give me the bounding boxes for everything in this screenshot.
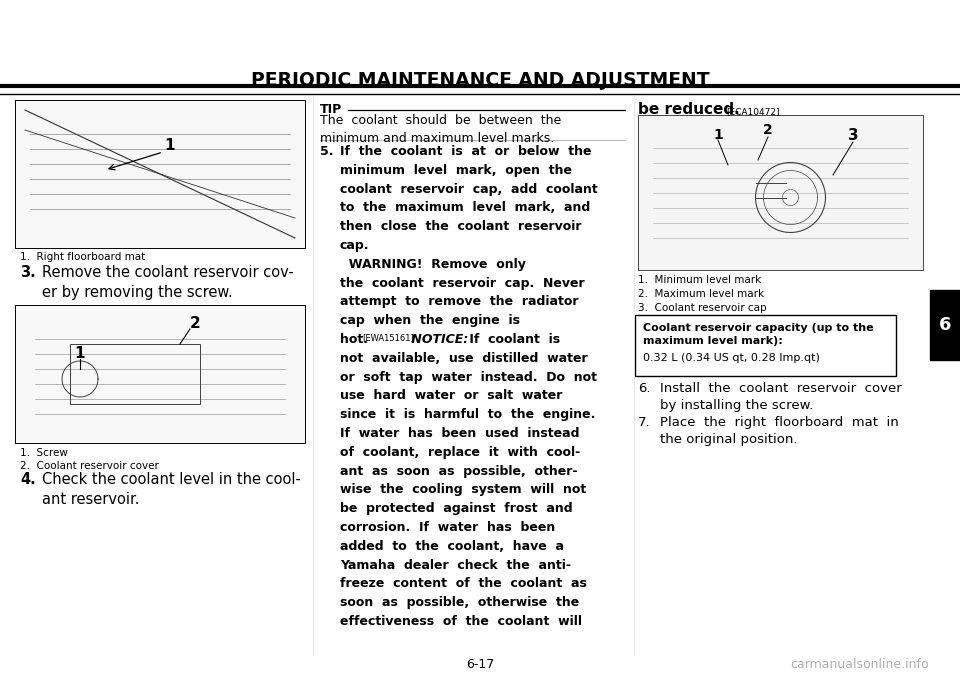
Text: use  hard  water  or  salt  water: use hard water or salt water [340,389,563,403]
Text: 4.: 4. [20,472,36,487]
Text: soon  as  possible,  otherwise  the: soon as possible, otherwise the [340,596,579,609]
Bar [70,344,200,404]
FancyBboxPatch shape [930,290,960,360]
Text: be reduced.: be reduced. [638,102,740,117]
Text: 2.  Maximum level mark: 2. Maximum level mark [638,289,764,299]
Text: freeze  content  of  the  coolant  as: freeze content of the coolant as [340,577,587,591]
FancyBboxPatch shape [15,100,305,248]
Text: [ECA10472]: [ECA10472] [726,107,780,116]
Text: 3: 3 [848,128,858,143]
Text: carmanualsonline.info: carmanualsonline.info [791,659,929,672]
Text: coolant  reservoir  cap,  add  coolant: coolant reservoir cap, add coolant [340,183,598,196]
Text: NOTICE:: NOTICE: [407,333,468,346]
Text: [EWA15161]: [EWA15161] [362,333,414,342]
Text: Coolant reservoir capacity (up to the
maximum level mark):: Coolant reservoir capacity (up to the ma… [643,323,874,346]
Text: ant  as  soon  as  possible,  other-: ant as soon as possible, other- [340,464,578,477]
Text: 1: 1 [713,128,723,142]
Text: Install  the  coolant  reservoir  cover
by installing the screw.: Install the coolant reservoir cover by i… [660,382,901,413]
Text: added  to  the  coolant,  have  a: added to the coolant, have a [340,540,564,553]
Text: WARNING!  Remove  only: WARNING! Remove only [340,258,526,271]
Text: 6: 6 [939,316,951,334]
Text: be  protected  against  frost  and: be protected against frost and [340,502,572,515]
Text: of  coolant,  replace  it  with  cool-: of coolant, replace it with cool- [340,446,580,459]
Text: Remove the coolant reservoir cov-
er by removing the screw.: Remove the coolant reservoir cov- er by … [42,265,294,300]
Text: 6.: 6. [638,382,651,395]
Text: the  coolant  reservoir  cap.  Never: the coolant reservoir cap. Never [340,276,585,290]
Text: Check the coolant level in the cool-
ant reservoir.: Check the coolant level in the cool- ant… [42,472,300,507]
Text: 3.  Coolant reservoir cap: 3. Coolant reservoir cap [638,303,767,313]
Text: 1: 1 [75,346,85,361]
Text: 3.: 3. [20,265,36,280]
FancyBboxPatch shape [15,305,305,443]
Text: since  it  is  harmful  to  the  engine.: since it is harmful to the engine. [340,408,595,421]
Text: effectiveness  of  the  coolant  will: effectiveness of the coolant will [340,615,582,628]
Text: wise  the  cooling  system  will  not: wise the cooling system will not [340,483,587,496]
Text: 2.  Coolant reservoir cover: 2. Coolant reservoir cover [20,461,158,471]
Text: 0.32 L (0.34 US qt, 0.28 Imp.qt): 0.32 L (0.34 US qt, 0.28 Imp.qt) [643,353,820,363]
Text: 2: 2 [190,316,201,331]
Text: TIP: TIP [320,103,343,116]
Text: 7.: 7. [638,416,651,429]
Text: The  coolant  should  be  between  the
minimum and maximum level marks.: The coolant should be between the minimu… [320,114,562,145]
Text: 1: 1 [165,138,176,153]
Text: to  the  maximum  level  mark,  and: to the maximum level mark, and [340,202,590,215]
Text: or  soft  tap  water  instead.  Do  not: or soft tap water instead. Do not [340,371,597,384]
Text: Yamaha  dealer  check  the  anti-: Yamaha dealer check the anti- [340,559,571,572]
Text: then  close  the  coolant  reservoir: then close the coolant reservoir [340,220,582,233]
FancyBboxPatch shape [638,115,923,270]
Text: 6-17: 6-17 [466,659,494,672]
Text: cap  when  the  engine  is: cap when the engine is [340,314,520,327]
Text: attempt  to  remove  the  radiator: attempt to remove the radiator [340,295,579,308]
Text: If  water  has  been  used  instead: If water has been used instead [340,427,580,440]
Text: PERIODIC MAINTENANCE AND ADJUSTMENT: PERIODIC MAINTENANCE AND ADJUSTMENT [251,71,709,90]
Text: 1.  Right floorboard mat: 1. Right floorboard mat [20,252,145,262]
Text: If  coolant  is: If coolant is [465,333,560,346]
Text: minimum  level  mark,  open  the: minimum level mark, open the [340,164,572,177]
Text: If  the  coolant  is  at  or  below  the: If the coolant is at or below the [340,145,591,158]
Text: cap.: cap. [340,239,370,252]
Text: 5.: 5. [320,145,333,158]
Text: 1.  Screw: 1. Screw [20,448,68,458]
Text: corrosion.  If  water  has  been: corrosion. If water has been [340,521,555,534]
Text: 2: 2 [763,123,773,137]
Text: Place  the  right  floorboard  mat  in
the original position.: Place the right floorboard mat in the or… [660,416,899,447]
Text: not  available,  use  distilled  water: not available, use distilled water [340,352,588,365]
Text: 1.  Minimum level mark: 1. Minimum level mark [638,275,761,285]
FancyBboxPatch shape [635,315,896,376]
Text: hot.: hot. [340,333,368,346]
